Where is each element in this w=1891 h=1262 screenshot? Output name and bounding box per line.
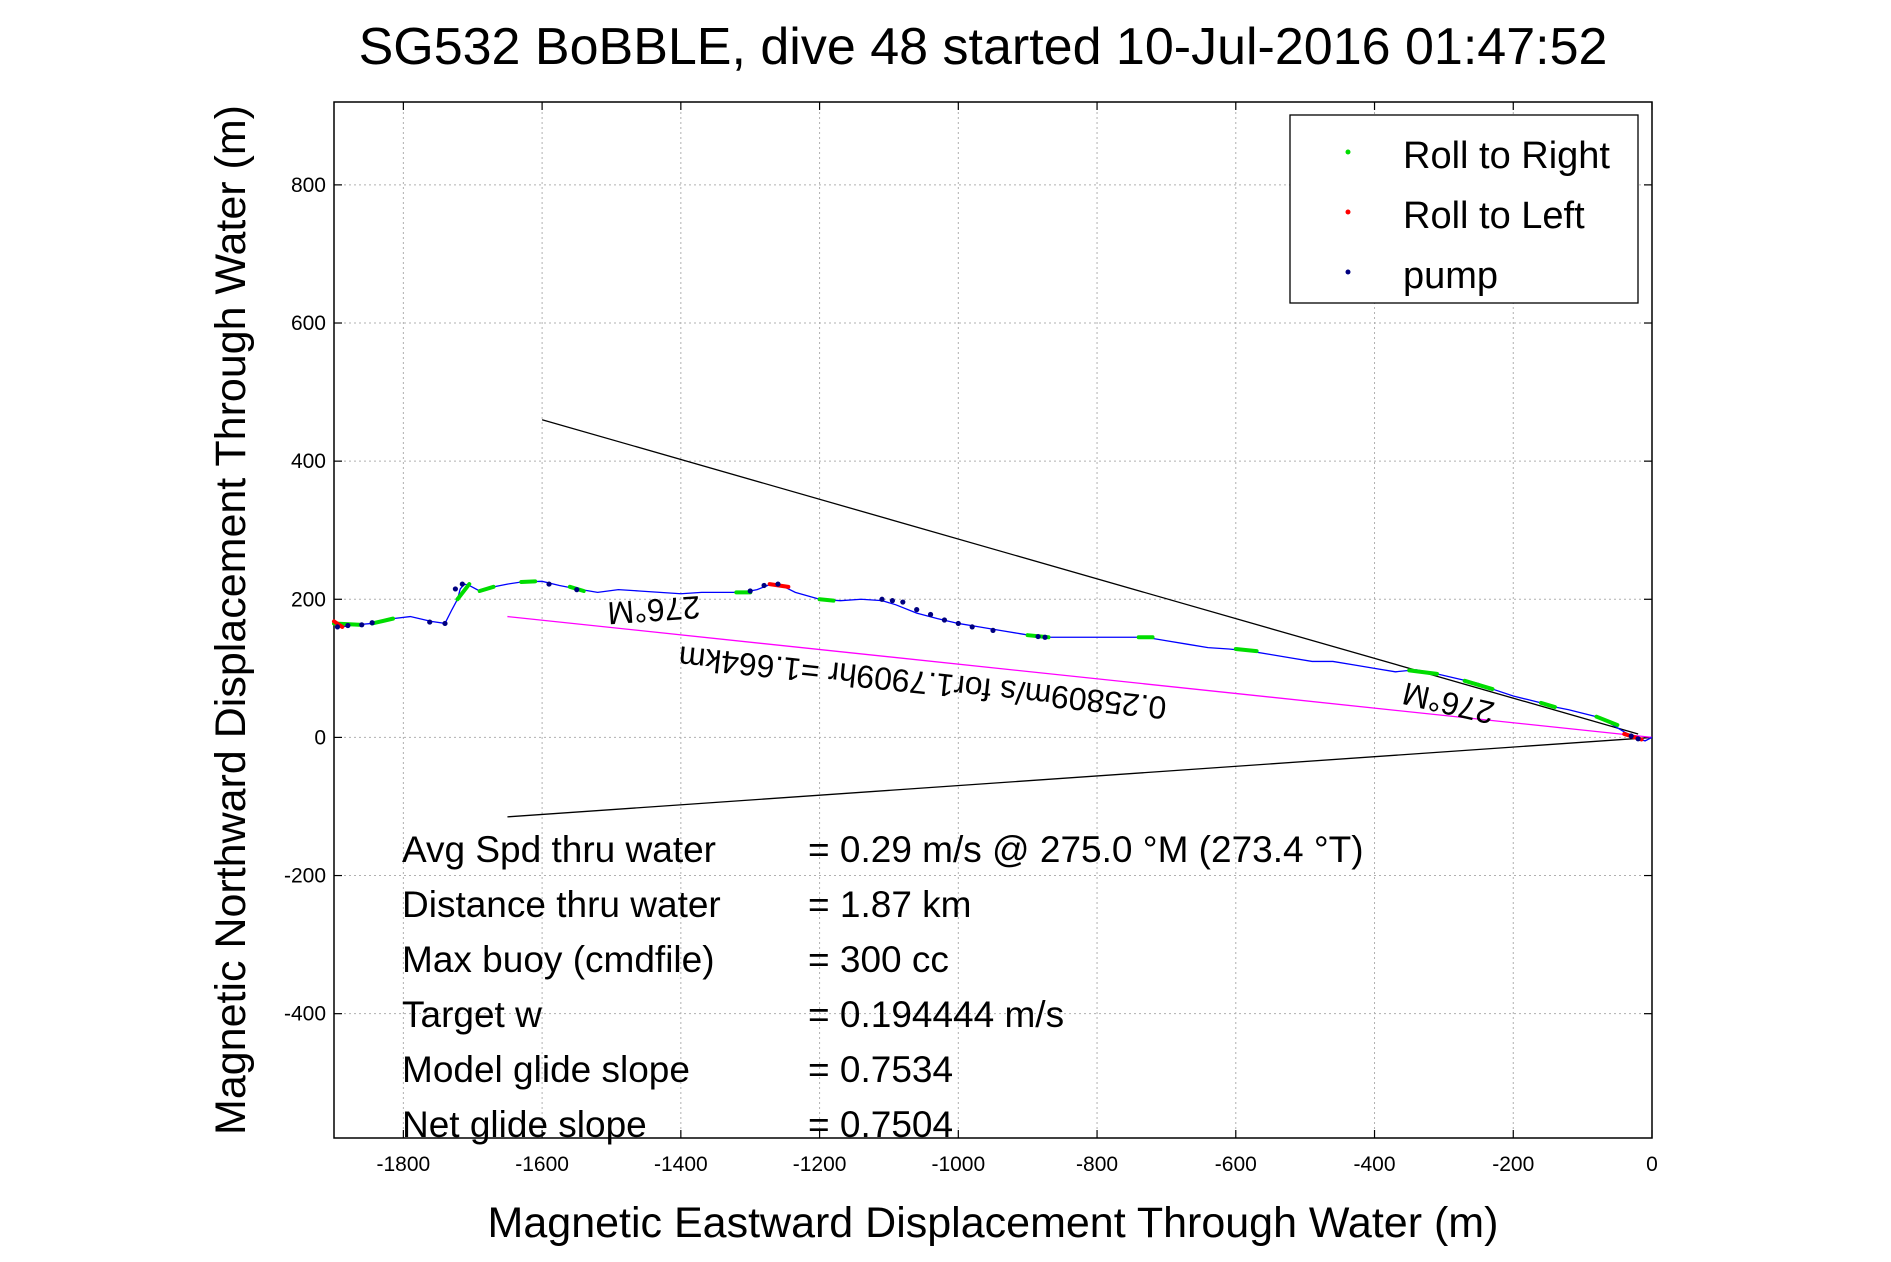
legend-label: pump (1403, 255, 1498, 297)
track-annotation: 0.25809m/s for1.7909hr =1.664km (677, 639, 1168, 726)
pump-point (369, 620, 375, 626)
legend-label: Roll to Right (1403, 135, 1610, 177)
axis-ticks: -1800 -1600 -1400 -1200 -1000 -800 -600 -400 -20… (284, 102, 1658, 1176)
x-tick-label: -600 (1215, 1153, 1257, 1176)
y-tick-label: 400 (291, 450, 326, 473)
legend-marker (1345, 209, 1351, 215)
pump-point (775, 581, 781, 587)
pump-point (345, 622, 351, 629)
stat-label: Distance thru water (402, 884, 721, 925)
stat-value: = 0.7504 (808, 1104, 953, 1145)
pump-point (452, 586, 458, 592)
pump-point (941, 617, 948, 623)
stat-label: Model glide slope (402, 1049, 690, 1090)
x-tick-label: 0 (1646, 1153, 1658, 1176)
pump-point (879, 596, 885, 602)
track-annotation: 276°M (606, 589, 701, 631)
y-tick-label: 800 (291, 174, 326, 197)
x-axis-label: Magnetic Eastward Displacement Through W… (488, 1199, 1499, 1247)
pump-point (761, 582, 767, 589)
stat-label: Avg Spd thru water (402, 829, 716, 870)
y-tick-label: -200 (284, 865, 326, 888)
y-tick-label: 200 (291, 588, 326, 611)
legend-marker (1345, 269, 1351, 275)
pump-point (334, 624, 341, 630)
pump-point (914, 607, 920, 613)
roll-right-segment (519, 579, 538, 585)
pump-point (359, 622, 365, 628)
x-tick-label: -200 (1492, 1153, 1534, 1176)
y-axis-label: Magnetic Northward Displacement Through … (207, 105, 255, 1135)
pump-point (1042, 634, 1048, 640)
pump-point (1628, 733, 1634, 739)
pump-point (990, 627, 996, 633)
legend: Roll to Right Roll to Left pump (1289, 114, 1639, 304)
legend-marker (1345, 149, 1351, 155)
pump-point (747, 588, 753, 594)
y-tick-label: -400 (284, 1003, 326, 1026)
pump-point (900, 599, 906, 605)
pump-layer (334, 581, 1641, 742)
chart-title: SG532 BoBBLE, dive 48 started 10-Jul-201… (359, 18, 1608, 76)
stat-label: Target w (402, 994, 542, 1035)
annotation-layer: 276°M 0.25809m/s for1.7909hr =1.664km 276°… (606, 589, 1497, 731)
pump-point (427, 619, 433, 625)
pump-point (1635, 736, 1641, 742)
pump-point (546, 581, 552, 587)
roll-left-segment (332, 619, 345, 629)
roll-right-segment (477, 584, 496, 593)
pump-point (889, 598, 896, 604)
legend-label: Roll to Left (1403, 195, 1585, 237)
pump-point (969, 624, 975, 630)
guide-line (507, 615, 1653, 739)
roll-right-layer (332, 579, 1620, 727)
x-tick-label: -1000 (931, 1153, 985, 1176)
roll-right-segment (1233, 647, 1259, 654)
stat-value: = 300 cc (808, 939, 949, 980)
roll-right-segment (1462, 678, 1495, 692)
pump-point (459, 581, 465, 587)
stat-value: = 0.29 m/s @ 275.0 °M (273.4 °T) (808, 829, 1364, 870)
stat-value: = 0.194444 m/s (808, 994, 1064, 1035)
x-tick-label: -800 (1076, 1153, 1118, 1176)
x-tick-label: -1200 (793, 1153, 847, 1176)
roll-right-segment (1539, 700, 1557, 710)
roll-right-segment (370, 616, 395, 626)
pump-point (442, 620, 448, 627)
stat-label: Max buoy (cmdfile) (402, 939, 715, 980)
stat-value: = 0.7534 (808, 1049, 953, 1090)
x-tick-label: -1400 (654, 1153, 708, 1176)
stat-value: = 1.87 km (808, 884, 972, 925)
y-tick-label: 600 (291, 312, 326, 335)
x-tick-label: -1800 (377, 1153, 431, 1176)
pump-point (574, 587, 580, 593)
stats-panel: Avg Spd thru water = 0.29 m/s @ 275.0 °M … (402, 829, 1364, 1145)
pump-point (1035, 633, 1041, 640)
roll-right-segment (1594, 714, 1620, 727)
y-tick-label: 0 (314, 726, 326, 749)
roll-right-segment (1407, 668, 1439, 676)
x-tick-label: -400 (1354, 1153, 1396, 1176)
roll-right-segment (455, 582, 472, 602)
guide-line (541, 419, 1639, 735)
roll-right-segment (817, 597, 836, 603)
pump-point (955, 620, 961, 627)
stat-label: Net glide slope (402, 1104, 647, 1145)
pump-point (927, 611, 934, 618)
x-tick-label: -1600 (515, 1153, 569, 1176)
guide-line (507, 736, 1653, 818)
track-annotation: 276°M (1399, 675, 1498, 731)
guide-lines (507, 419, 1653, 818)
